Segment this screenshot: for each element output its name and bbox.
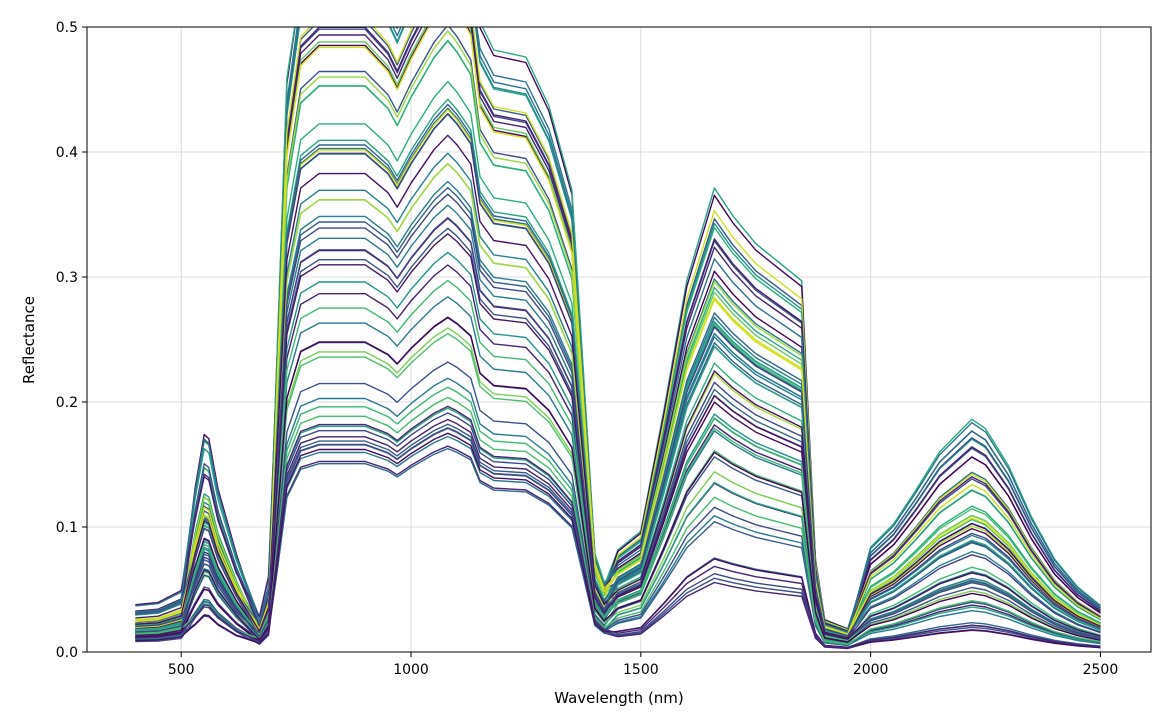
spectrum-line [135, 27, 1101, 636]
spectrum-line [135, 134, 1101, 639]
spectrum-line [135, 193, 1101, 637]
x-tick-label: 2500 [1083, 662, 1119, 678]
spectrum-line [135, 216, 1101, 640]
x-tick-label: 500 [168, 662, 195, 678]
spectrum-line [135, 103, 1101, 636]
x-tick-label: 1500 [623, 662, 659, 678]
y-tick-label: 0.3 [56, 270, 78, 286]
spectrum-line [135, 396, 1101, 645]
axis-ticks: 500 1000 1500 2000 2500 0.0 0.1 0.2 0.3 0.4 0.5 [56, 20, 1119, 678]
y-tick-label: 0.5 [56, 20, 78, 36]
spectrum-line [135, 233, 1101, 641]
x-tick-label: 2000 [853, 662, 889, 678]
y-tick-label: 0.4 [56, 145, 78, 161]
spectra-series [135, 27, 1101, 650]
spectrum-line [135, 98, 1101, 638]
y-axis-label: Reflectance [20, 296, 38, 384]
y-tick-label: 0.2 [56, 395, 78, 411]
y-tick-label: 0.0 [56, 645, 78, 661]
plot-frame [86, 26, 1152, 653]
x-tick-label: 1000 [393, 662, 429, 678]
spectrum-line [135, 432, 1101, 649]
spectrum-line [135, 435, 1101, 646]
x-axis-label: Wavelength (nm) [554, 689, 684, 707]
spectrum-line [135, 27, 1101, 633]
spectrum-line [135, 405, 1101, 649]
y-tick-label: 0.1 [56, 520, 78, 536]
spectrum-line [135, 27, 1101, 633]
spectrum-line [135, 27, 1101, 632]
